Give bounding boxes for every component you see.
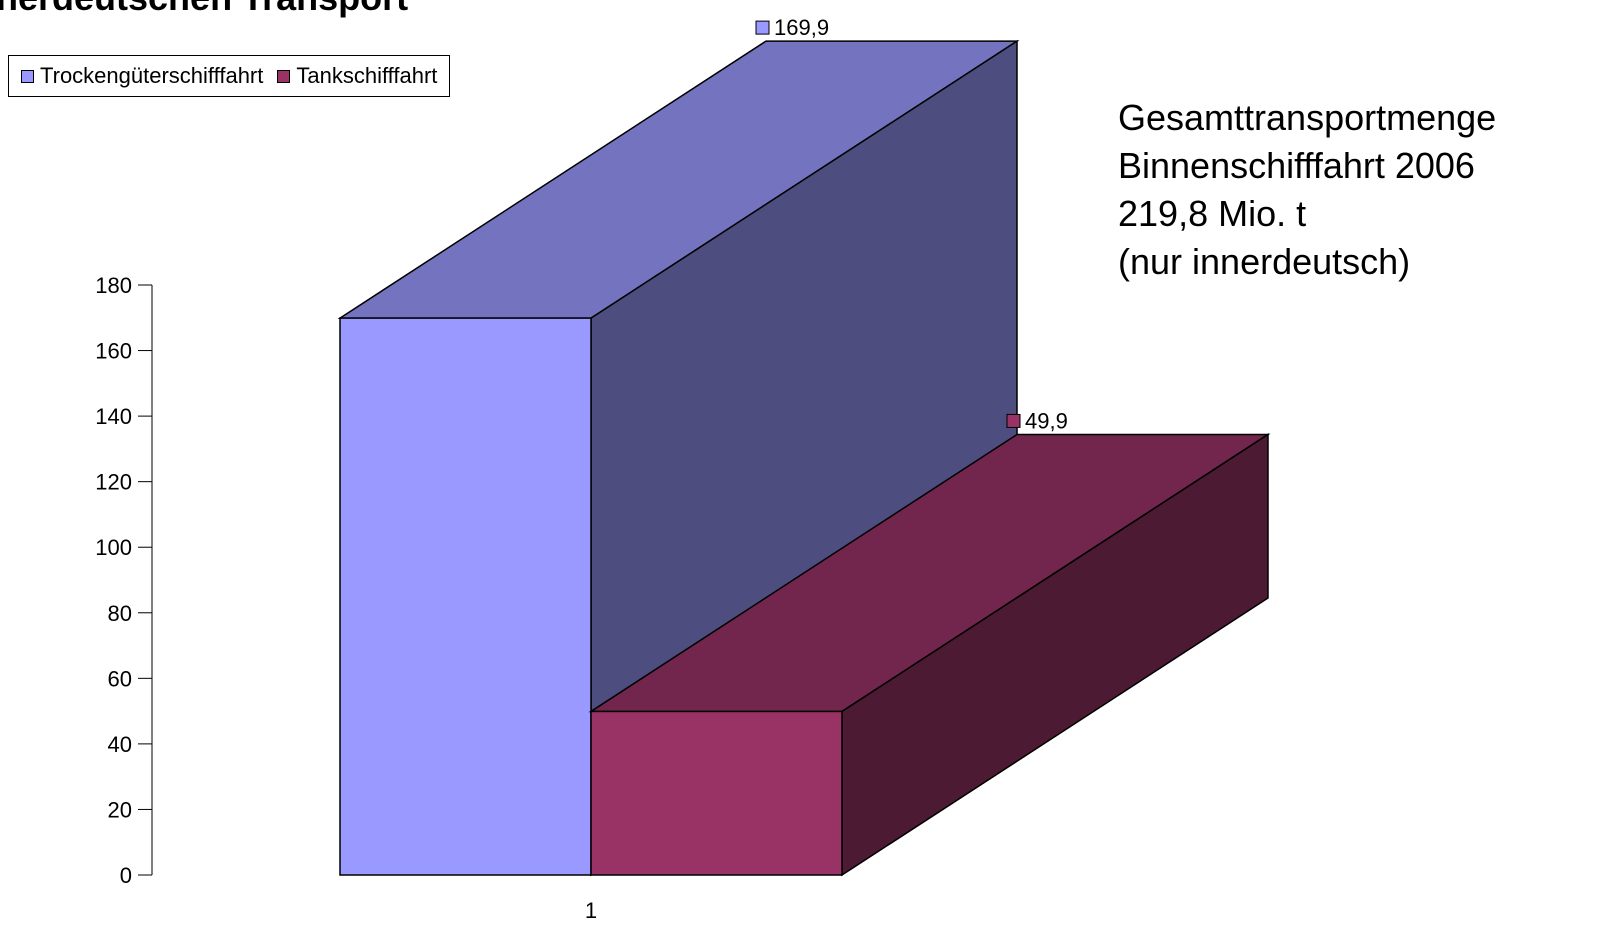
x-tick-label: 1 [585,898,597,923]
legend-item-tankschifffahrt: Tankschifffahrt [277,63,437,89]
y-tick-label: 20 [108,797,132,822]
total-annotation: Gesamttransportmenge Binnenschifffahrt 2… [1118,94,1496,286]
data-labels: 169,9 49,9 [755,15,1068,433]
y-tick-label: 100 [95,535,132,560]
legend-swatch [277,69,291,83]
data-label: 169,9 [774,15,829,40]
legend-label: Trockengüterschifffahrt [40,63,264,88]
legend-swatch [21,69,34,83]
bars [337,39,1271,877]
bar-front-face [590,710,843,876]
annotation-line: 219,8 Mio. t [1118,193,1307,234]
y-tick-label: 180 [95,273,132,298]
y-tick-label: 0 [120,863,132,888]
annotation-line: Binnenschifffahrt 2006 [1118,145,1475,186]
bar-front-face [339,317,592,876]
legend-label: Tankschifffahrt [296,63,438,88]
y-tick-label: 40 [108,732,132,757]
data-label: 49,9 [1025,408,1068,433]
data-label-swatch [1006,413,1021,428]
annotation-line: Gesamttransportmenge [1118,97,1497,138]
legend-item-trockengueterschifffahrt: Trockengüterschifffahrt [21,63,263,89]
data-label-swatch [755,20,770,35]
y-axis: 0 20 40 60 80 100 120 140 160 180 1 [95,273,597,923]
y-tick-label: 60 [108,666,132,691]
y-tick-label: 80 [108,601,132,626]
legend: Trockengüterschifffahrt Tankschifffahrt [8,55,451,97]
annotation-line: (nur innerdeutsch) [1118,241,1411,282]
bar-1 [588,433,1271,877]
y-tick-label: 160 [95,339,132,364]
chart-title: nerdeutschen Transport [0,0,408,18]
y-tick-label: 140 [95,404,132,429]
y-tick-label: 120 [95,470,132,495]
